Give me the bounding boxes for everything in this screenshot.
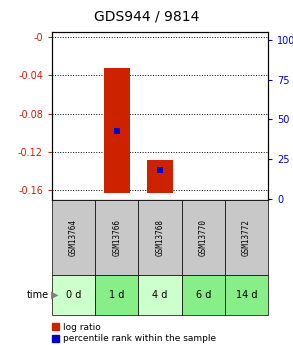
Text: time: time	[27, 290, 49, 300]
Text: 0 d: 0 d	[66, 290, 81, 300]
Bar	[147, 160, 173, 193]
Bar	[95, 275, 138, 315]
Bar	[225, 200, 268, 275]
Bar	[138, 275, 182, 315]
Bar	[182, 275, 225, 315]
Text: GDS944 / 9814: GDS944 / 9814	[94, 9, 199, 23]
Text: ▶: ▶	[51, 290, 59, 300]
Text: GSM13764: GSM13764	[69, 219, 78, 256]
Text: 6 d: 6 d	[195, 290, 211, 300]
Text: GSM13772: GSM13772	[242, 219, 251, 256]
Bar	[138, 200, 182, 275]
Text: 1 d: 1 d	[109, 290, 125, 300]
Text: GSM13766: GSM13766	[112, 219, 121, 256]
Text: GSM13768: GSM13768	[156, 219, 164, 256]
Text: 14 d: 14 d	[236, 290, 257, 300]
Text: GSM13770: GSM13770	[199, 219, 208, 256]
Bar	[225, 275, 268, 315]
Bar	[182, 200, 225, 275]
Bar	[104, 68, 130, 193]
Legend: log ratio, percentile rank within the sample: log ratio, percentile rank within the sa…	[52, 323, 216, 343]
Bar	[95, 200, 138, 275]
Bar	[52, 200, 95, 275]
Bar	[52, 275, 95, 315]
Text: 4 d: 4 d	[152, 290, 168, 300]
